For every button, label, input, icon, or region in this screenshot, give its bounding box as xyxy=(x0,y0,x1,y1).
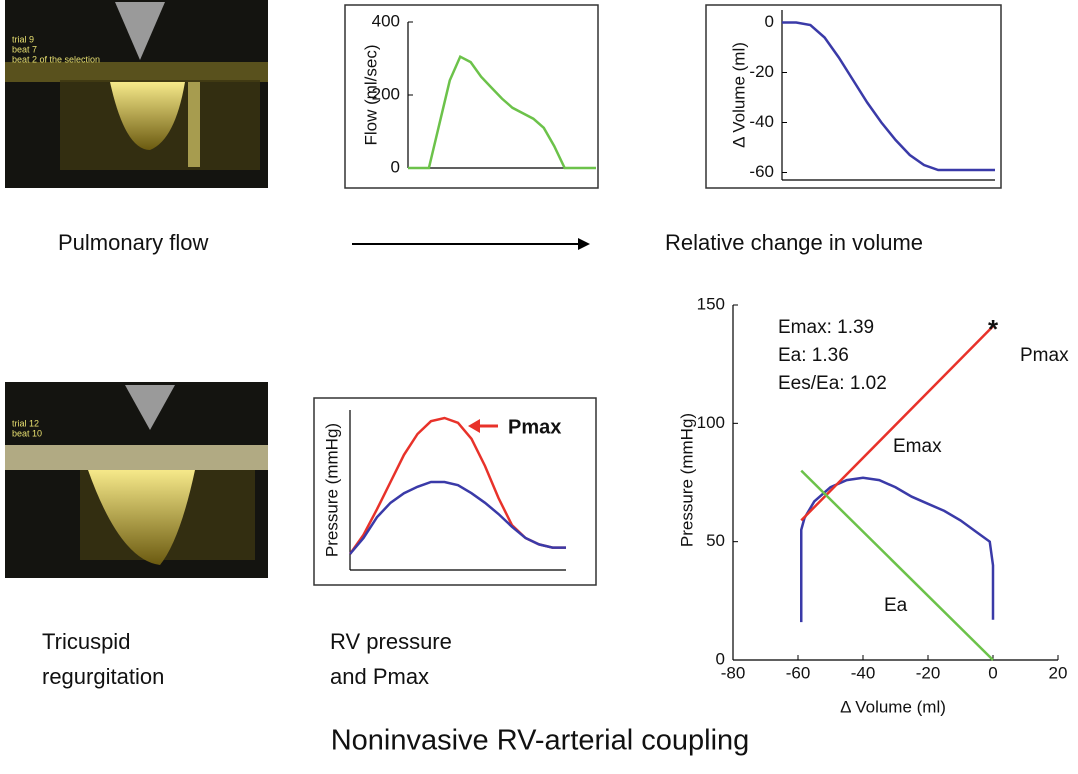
series-line xyxy=(800,469,994,661)
panel-label: Tricuspid xyxy=(42,629,130,654)
echo-caption: beat 2 of the selection xyxy=(12,54,100,64)
series-line xyxy=(349,480,566,555)
panel-frame xyxy=(705,4,1002,189)
x-tick-label: -80 xyxy=(721,663,746,682)
annotation: Emax: 1.39 xyxy=(778,317,874,338)
series-line xyxy=(408,54,596,170)
echo-caption: trial 9 xyxy=(12,34,34,44)
x-axis-label: Δ Volume (ml) xyxy=(840,697,946,716)
echo-caption: beat 7 xyxy=(12,44,37,54)
x-tick-label: 20 xyxy=(1049,663,1068,682)
y-tick-label: -40 xyxy=(749,112,774,131)
y-tick-label: 0 xyxy=(716,649,725,668)
annotation-arrow-head xyxy=(468,419,480,433)
y-tick-label: -60 xyxy=(749,162,774,181)
y-tick-label: 0 xyxy=(391,157,400,176)
panel-frame xyxy=(344,4,599,189)
series-line xyxy=(782,21,995,172)
y-tick-label: 0 xyxy=(765,12,774,31)
annotation: Ea: 1.36 xyxy=(778,345,849,366)
y-tick-label: 50 xyxy=(706,531,725,550)
annotation: Ees/Ea: 1.02 xyxy=(778,373,887,394)
annotation: Pmax xyxy=(1020,345,1069,366)
panel-label: Relative change in volume xyxy=(665,230,923,255)
y-tick-label: 400 xyxy=(372,11,400,30)
arrow-head xyxy=(578,238,590,250)
pmax-marker: * xyxy=(988,314,999,344)
y-tick-label: -20 xyxy=(749,62,774,81)
echo-caption: trial 12 xyxy=(12,418,39,428)
panel-label: Pulmonary flow xyxy=(58,230,209,255)
series-line xyxy=(800,476,995,623)
x-tick-label: -20 xyxy=(916,663,941,682)
y-axis-label: Pressure (mmHg) xyxy=(677,413,696,547)
series-line xyxy=(800,325,994,522)
x-tick-label: -60 xyxy=(786,663,811,682)
echo-caption: beat 10 xyxy=(12,428,42,438)
panel-label: regurgitation xyxy=(42,664,164,689)
y-tick-label: 150 xyxy=(697,294,725,313)
y-tick-label: 100 xyxy=(697,413,725,432)
y-tick-label: 200 xyxy=(372,84,400,103)
annotation: Ea xyxy=(884,595,908,616)
annotation: Pmax xyxy=(508,416,561,438)
x-tick-label: -40 xyxy=(851,663,876,682)
panel-label: RV pressure xyxy=(330,629,452,654)
y-axis-label: Pressure (mmHg) xyxy=(322,423,341,557)
panel-label: and Pmax xyxy=(330,664,429,689)
y-axis-label: Flow (ml/sec) xyxy=(361,44,380,145)
x-tick-label: 0 xyxy=(988,663,997,682)
echo-image: trial 12 beat 10 xyxy=(5,382,268,578)
y-axis-label: Δ Volume (ml) xyxy=(729,42,748,148)
panel-frame xyxy=(313,397,597,586)
annotation: Emax xyxy=(893,436,942,457)
echo-image: trial 9 beat 7 beat 2 of the selection xyxy=(5,0,268,188)
figure-title: Noninvasive RV-arterial coupling xyxy=(331,725,750,757)
